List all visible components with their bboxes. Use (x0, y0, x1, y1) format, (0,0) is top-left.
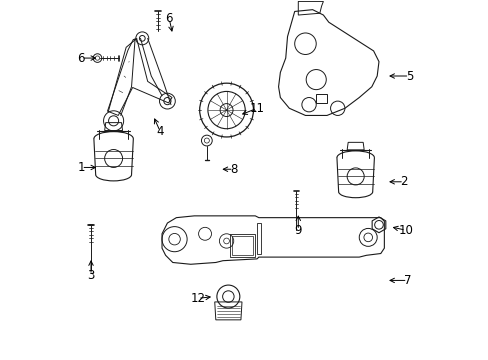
Text: 5: 5 (405, 69, 412, 82)
Text: 8: 8 (229, 163, 237, 176)
Text: 3: 3 (87, 269, 95, 282)
Text: 1: 1 (78, 161, 85, 174)
Text: 2: 2 (400, 175, 407, 188)
Text: 6: 6 (165, 12, 173, 25)
Text: 6: 6 (78, 51, 85, 64)
Text: 4: 4 (156, 125, 163, 138)
Text: 12: 12 (190, 292, 205, 305)
Text: 11: 11 (249, 102, 264, 115)
Text: 9: 9 (294, 224, 302, 237)
Text: 7: 7 (403, 274, 410, 287)
Text: 10: 10 (398, 224, 412, 237)
